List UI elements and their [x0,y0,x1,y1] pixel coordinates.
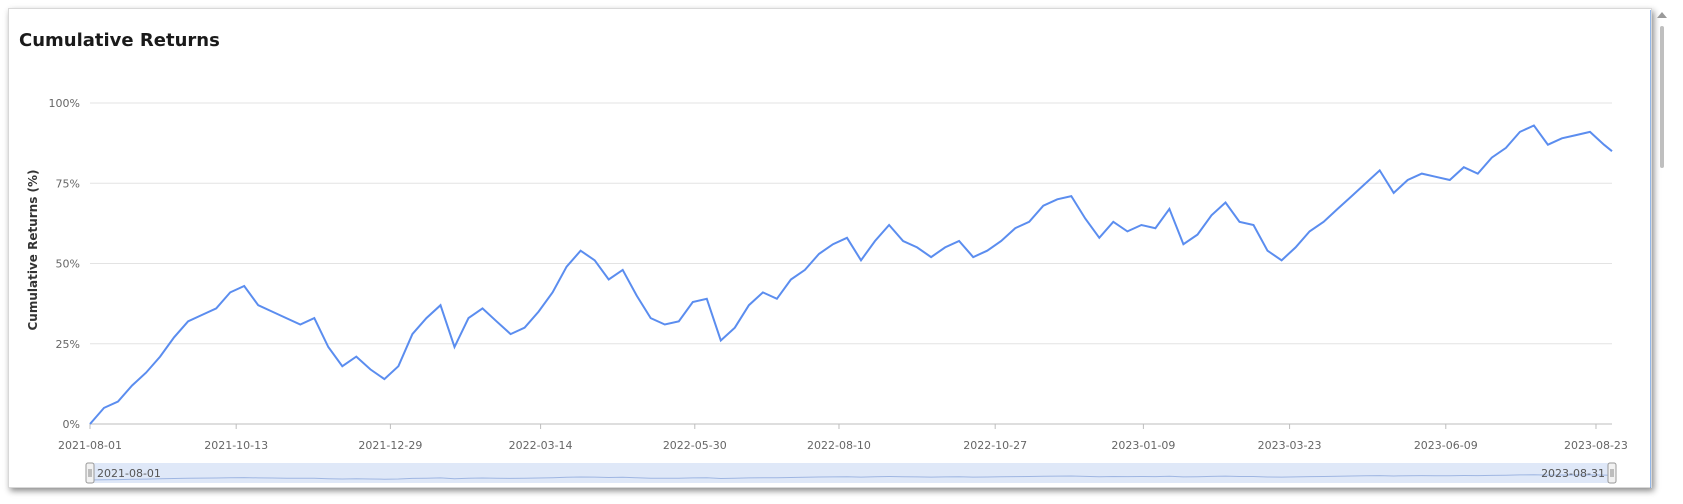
scroll-up-arrow-icon[interactable] [1657,12,1667,18]
x-tick-label: 2022-08-10 [807,439,871,452]
y-tick-label: 50% [56,258,80,271]
navigator-end-label: 2023-08-31 [1541,467,1605,480]
navigator-left-handle[interactable] [85,462,95,484]
x-tick-label: 2022-05-30 [663,439,727,452]
y-tick-label: 25% [56,338,80,351]
x-tick-label: 2021-12-29 [358,439,422,452]
gridlines [90,102,1612,425]
x-tick-label: 2023-01-09 [1111,439,1175,452]
x-tick-label: 2023-06-09 [1414,439,1478,452]
y-tick-label: 100% [49,97,80,110]
y-tick-label: 75% [56,177,80,190]
y-tick-label: 0% [63,418,80,431]
x-axis-ticks: 2021-08-01 2021-10-13 2021-12-29 2022-03-14… [58,424,1628,452]
x-tick-label: 2021-08-01 [58,439,122,452]
x-tick-label: 2023-03-23 [1258,439,1322,452]
y-axis-ticks: 0% 25% 50% 75% 100% [49,97,80,431]
chart-title: Cumulative Returns [19,30,220,51]
chart-card [8,8,1652,488]
x-tick-label: 2023-08-23 [1564,439,1628,452]
range-navigator[interactable]: 2021-08-01 2023-08-31 [85,462,1617,484]
navigator-right-handle[interactable] [1607,462,1617,484]
navigator-selection [90,463,1612,483]
scrollbar-thumb[interactable] [1660,26,1664,168]
y-axis-label: Cumulative Returns (%) [26,169,40,330]
navigator-series [89,474,1613,481]
x-tick-label: 2022-10-27 [963,439,1027,452]
navigator-start-label: 2021-08-01 [97,467,161,480]
x-tick-label: 2022-03-14 [509,439,573,452]
x-tick-label: 2021-10-13 [204,439,268,452]
series-line [89,124,1613,425]
scrollbar-track[interactable] [1650,10,1651,488]
